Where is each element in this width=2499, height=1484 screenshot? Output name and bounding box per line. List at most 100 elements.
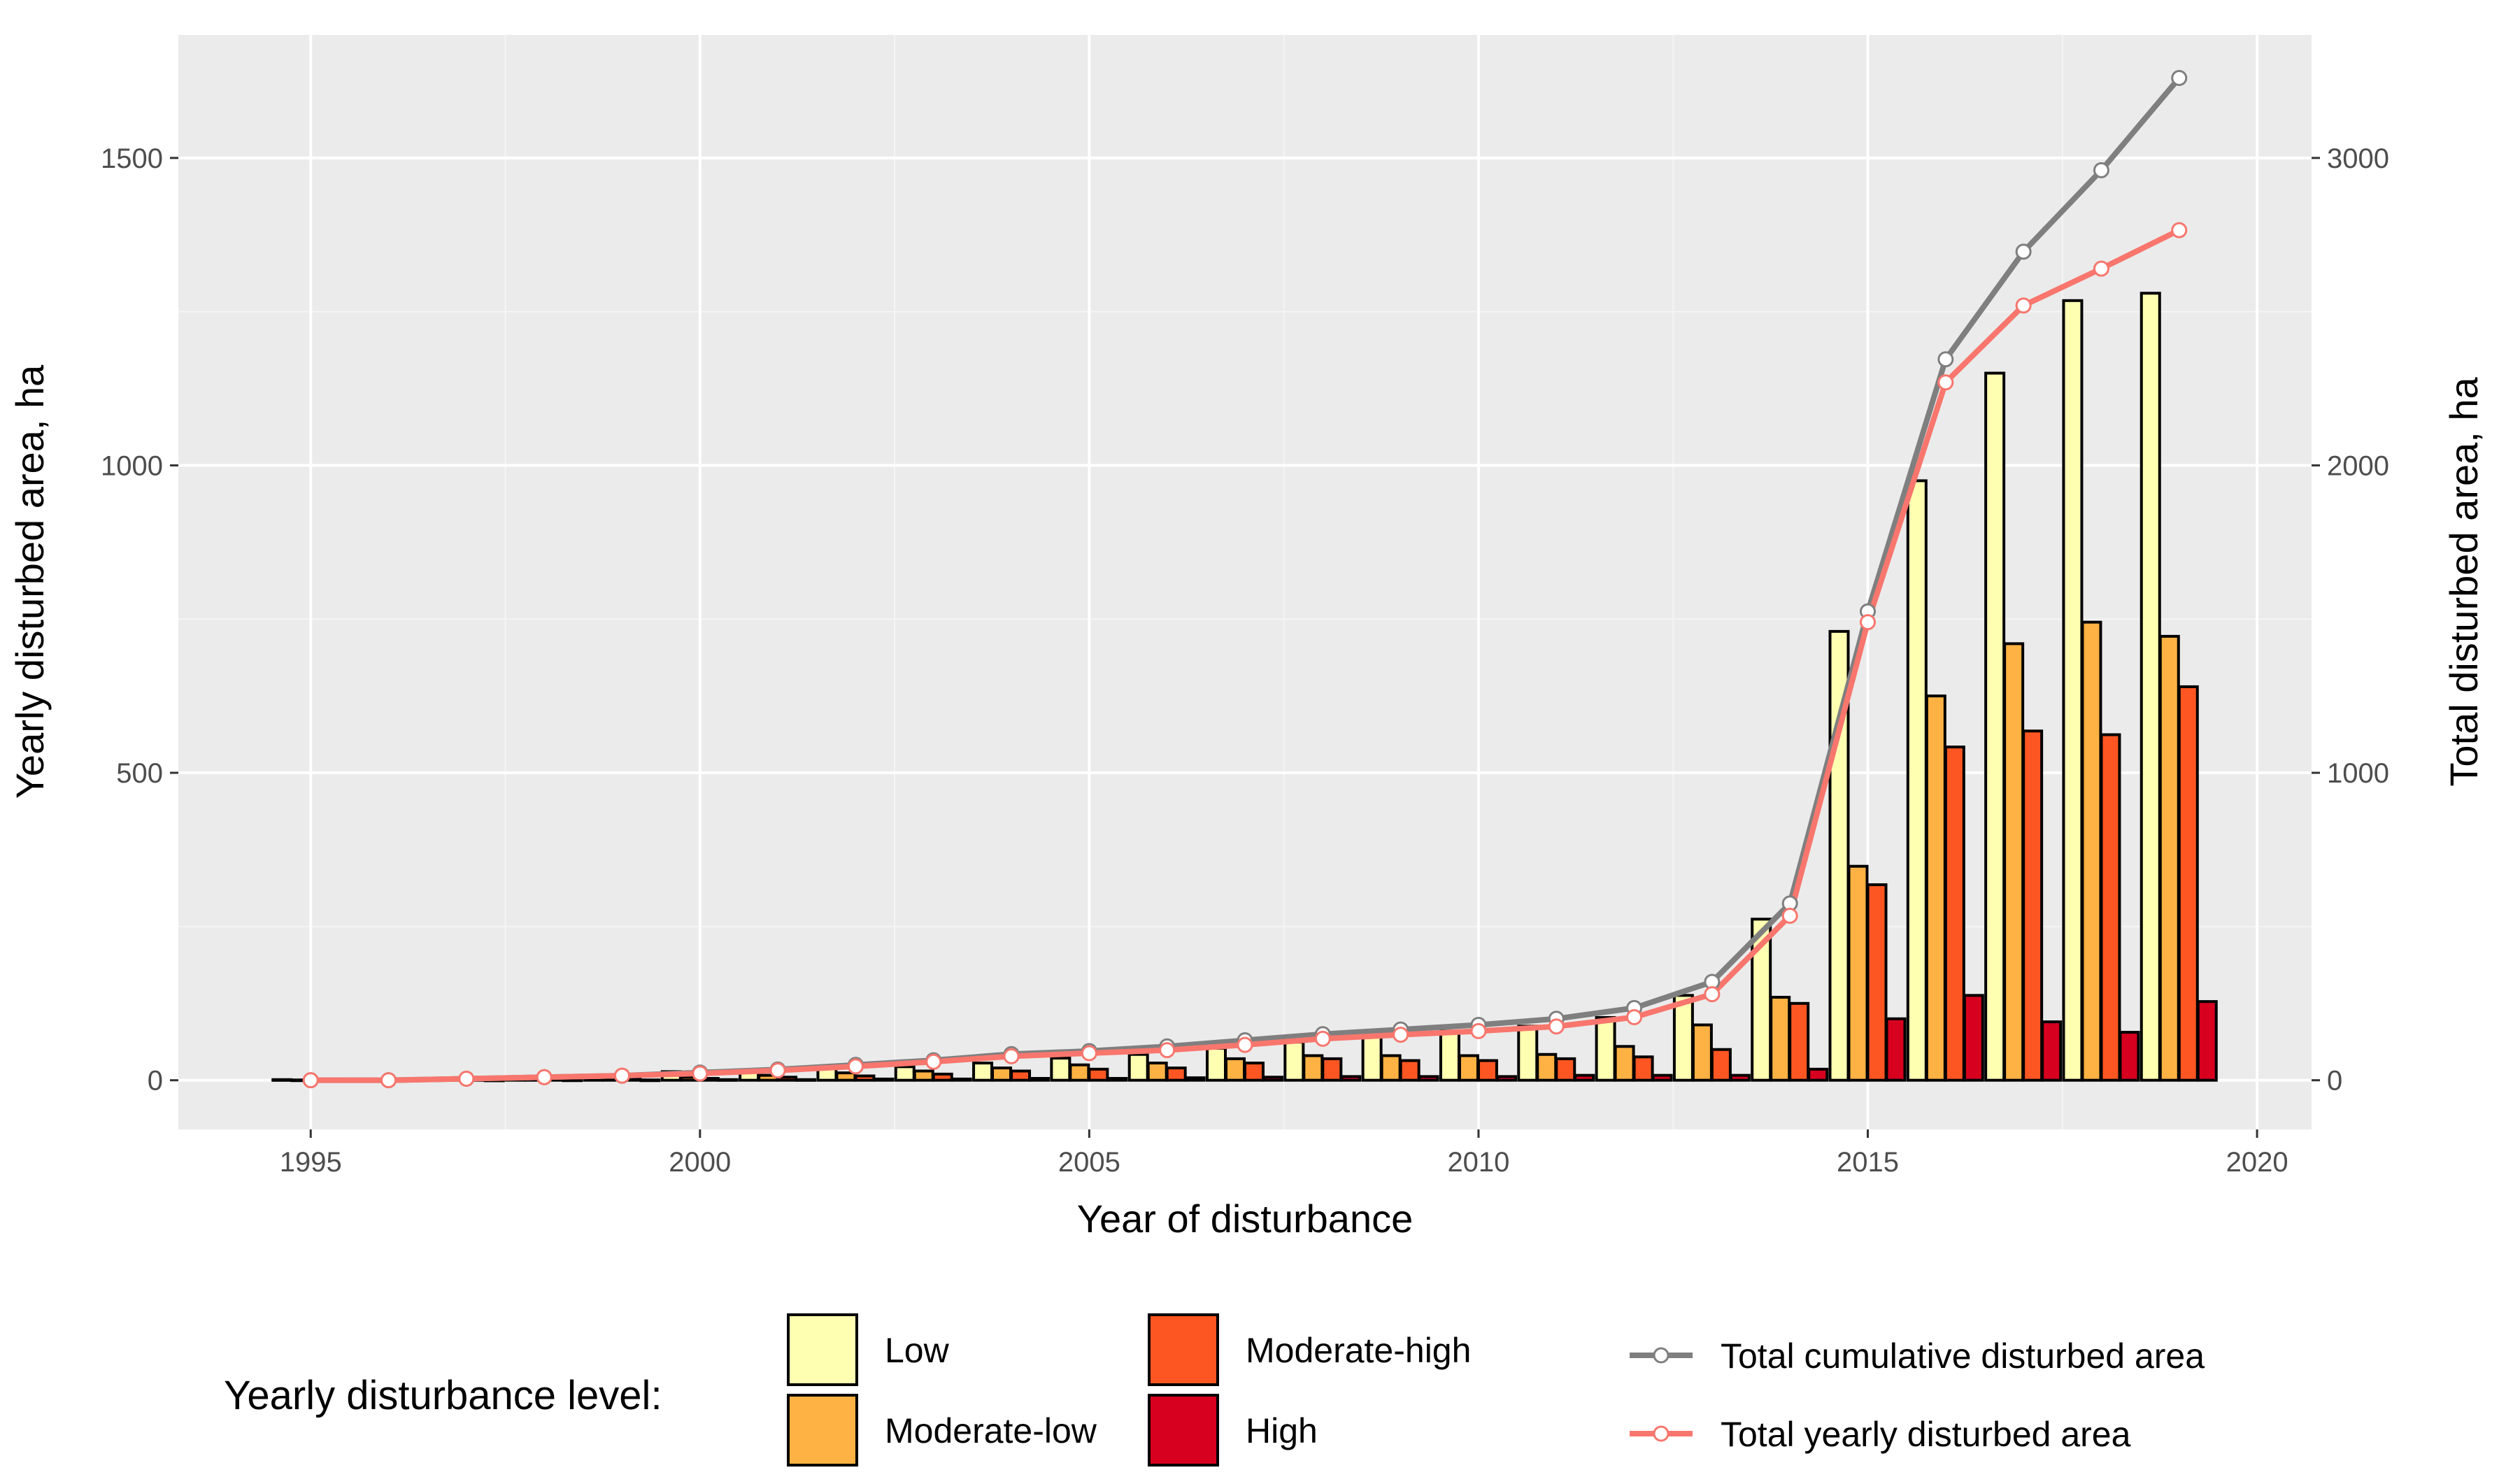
bar-moderate-low-2011 [1536, 1053, 1558, 1082]
bar-moderate-low-2006 [1146, 1062, 1168, 1082]
y2-tick-label: 3000 [2327, 143, 2389, 174]
total-yearly-disturbed-area-point [1860, 614, 1877, 631]
bar-high-2010 [1495, 1075, 1517, 1082]
bar-moderate-high-2019 [2177, 685, 2199, 1082]
bar-low-2003 [894, 1065, 916, 1082]
total-yearly-disturbed-area-point [2093, 260, 2109, 277]
total-yearly-disturbed-area-point [925, 1053, 942, 1070]
bar-moderate-high-2014 [1788, 1001, 1810, 1082]
bar-moderate-high-2013 [1710, 1048, 1732, 1082]
total-yearly-disturbed-area-point [692, 1065, 709, 1082]
bar-high-2009 [1418, 1075, 1439, 1082]
legend-title: Yearly disturbance level: [224, 1373, 662, 1418]
total-yearly-disturbed-area-point [613, 1067, 630, 1084]
bar-moderate-low-2015 [1847, 864, 1869, 1082]
bar-moderate-high-2005 [1088, 1067, 1109, 1082]
bar-high-2015 [1885, 1017, 1907, 1082]
bar-moderate-high-2007 [1244, 1062, 1265, 1082]
total-yearly-disturbed-area-point [1781, 907, 1798, 924]
bar-high-2002 [873, 1077, 895, 1082]
y-tick-label: 500 [116, 758, 163, 789]
x-tick-label: 2005 [1058, 1147, 1120, 1178]
bar-moderate-low-2012 [1614, 1045, 1635, 1082]
x-tick-label: 2000 [669, 1147, 731, 1178]
total-yearly-disturbed-area-point [2015, 297, 2032, 314]
bar-moderate-high-2002 [854, 1074, 876, 1082]
legend-label-total-yearly-disturbed-area: Total yearly disturbed area [1721, 1415, 2131, 1454]
y-axis-title: Yearly disturbed area, ha [8, 364, 52, 799]
legend: Yearly disturbance level: Low Moderate-lo… [224, 1313, 2205, 1467]
y-tick-label: 1000 [101, 450, 163, 481]
legend-key-low [787, 1313, 858, 1386]
total-yearly-disturbed-area-point [1470, 1022, 1487, 1039]
bar-moderate-high-2011 [1555, 1057, 1576, 1082]
total-yearly-disturbed-area-point [1237, 1036, 1253, 1053]
bar-moderate-low-2004 [991, 1066, 1013, 1082]
total-yearly-disturbed-area-point [847, 1058, 864, 1075]
legend-key-point-total-yearly-disturbed-area [1653, 1425, 1669, 1442]
legend-label-low: Low [885, 1331, 950, 1370]
bar-moderate-high-2004 [1010, 1069, 1032, 1082]
bar-moderate-high-2009 [1399, 1059, 1421, 1082]
legend-key-moderate-high [1148, 1313, 1219, 1386]
bar-moderate-high-2006 [1165, 1066, 1187, 1082]
total-cumulative-disturbed-area-point [2093, 162, 2109, 178]
bar-moderate-high-2003 [932, 1072, 953, 1082]
bar-high-2012 [1651, 1073, 1673, 1082]
legend-label-moderate-high: Moderate-high [1246, 1331, 1471, 1370]
bar-high-2004 [1029, 1077, 1051, 1082]
legend-label-moderate-low: Moderate-low [885, 1411, 1097, 1450]
y2-tick-label: 2000 [2327, 450, 2389, 481]
bar-low-2019 [2140, 292, 2161, 1082]
legend-label-total-cumulative-disturbed-area: Total cumulative disturbed area [1721, 1336, 2205, 1376]
bar-high-2003 [951, 1077, 972, 1082]
bar-low-2007 [1206, 1046, 1227, 1082]
bar-moderate-low-2014 [1770, 995, 1791, 1082]
y-tick-label: 1500 [101, 143, 163, 174]
bar-high-2007 [1262, 1076, 1283, 1082]
total-yearly-disturbed-area-point [1626, 1009, 1643, 1026]
bar-low-2018 [2062, 299, 2084, 1082]
total-yearly-disturbed-area-point [536, 1069, 553, 1085]
total-yearly-disturbed-area-point [380, 1072, 397, 1089]
total-cumulative-disturbed-area-point [2171, 70, 2188, 87]
x-tick-label: 2010 [1447, 1147, 1509, 1178]
bar-moderate-low-2009 [1380, 1054, 1402, 1082]
y2-axis-title: Total disturbed area, ha [2442, 377, 2486, 787]
bar-low-2010 [1439, 1029, 1460, 1082]
bar-moderate-low-2013 [1691, 1023, 1713, 1082]
bar-low-2011 [1517, 1025, 1539, 1082]
axes: 1995 2000 2005 2010 2015 2020 0 500 1000 1500 0 100… [101, 143, 2389, 1178]
bar-high-2017 [2041, 1020, 2063, 1082]
x-tick-label: 1995 [280, 1147, 342, 1178]
x-tick-label: 2020 [2226, 1147, 2288, 1178]
total-yearly-disturbed-area-point [1937, 374, 1954, 391]
total-yearly-disturbed-area-point [1003, 1048, 1020, 1064]
bar-low-2005 [1050, 1057, 1071, 1082]
legend-key-moderate-low [787, 1394, 858, 1467]
bar-high-2019 [2196, 1000, 2218, 1082]
bar-moderate-low-2002 [835, 1071, 857, 1082]
bar-low-2009 [1361, 1034, 1383, 1082]
bar-high-2018 [2119, 1031, 2140, 1082]
bar-high-2008 [1340, 1075, 1362, 1082]
x-tick-label: 2015 [1837, 1147, 1899, 1178]
bar-low-2017 [1984, 371, 2006, 1082]
bar-moderate-low-2017 [2003, 642, 2025, 1082]
legend-key-point-total-cumulative-disturbed-area [1653, 1347, 1669, 1364]
bar-high-2005 [1106, 1077, 1128, 1082]
y2-tick-label: 1000 [2327, 758, 2389, 789]
bar-moderate-high-2018 [2100, 733, 2121, 1082]
bar-high-2011 [1574, 1073, 1595, 1082]
total-cumulative-disturbed-area-point [1937, 351, 1954, 368]
bar-moderate-low-2016 [1925, 694, 1946, 1082]
bar-low-2008 [1283, 1041, 1305, 1082]
bar-moderate-low-2010 [1458, 1054, 1479, 1082]
total-yearly-disturbed-area-point [769, 1062, 786, 1079]
total-yearly-disturbed-area-point [458, 1070, 475, 1087]
y2-tick-label: 0 [2327, 1066, 2342, 1097]
bar-high-2013 [1729, 1073, 1751, 1082]
total-yearly-disturbed-area-point [1159, 1042, 1176, 1059]
total-yearly-disturbed-area-point [2171, 222, 2188, 238]
bar-low-2004 [972, 1062, 994, 1082]
